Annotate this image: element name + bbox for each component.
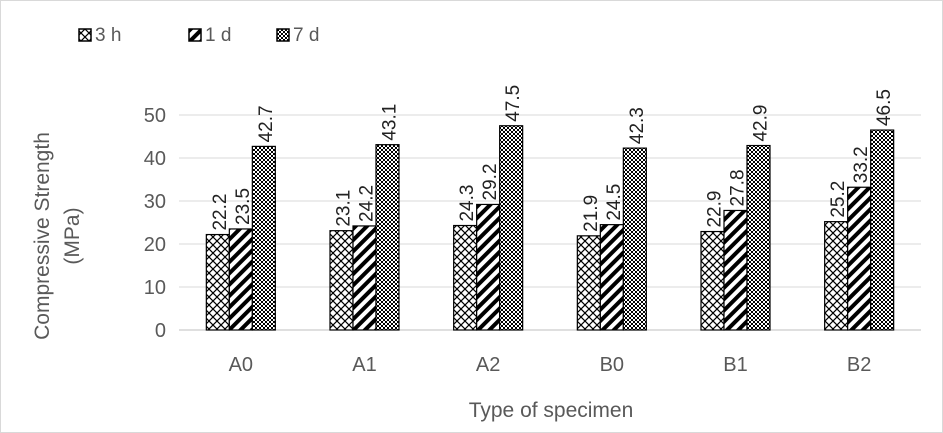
x-tick-B2: B2 <box>847 354 871 376</box>
data-label-B1-3h: 22.9 <box>705 191 726 228</box>
data-label-A1-3h: 23.1 <box>334 190 355 227</box>
legend-swatch-3h <box>78 28 92 42</box>
data-labels: 22.2 23.5 42.7 23.1 24.2 43.1 24.329.2 47.5 21.9… <box>210 85 895 232</box>
y-tick-30: 30 <box>144 191 166 213</box>
x-tick-B0: B0 <box>600 354 624 376</box>
data-label-B2-7d: 46.5 <box>874 89 895 126</box>
bar-A2-7d <box>499 125 524 331</box>
data-label-A1-1d: 24.2 <box>357 185 378 222</box>
y-tick-20: 20 <box>144 234 166 256</box>
bar-A0-7d <box>251 145 276 331</box>
data-label-B0-1d: 24.5 <box>604 184 625 221</box>
data-label-A1-7d: 43.1 <box>380 104 401 141</box>
legend-swatch-1d <box>188 28 202 42</box>
y-tick-0: 0 <box>155 320 166 342</box>
data-label-B0-3h: 21.9 <box>581 195 602 232</box>
bar-B2-1d <box>847 186 872 331</box>
x-tick-A1: A1 <box>352 354 376 376</box>
bar-B0-1d <box>599 224 624 331</box>
bar-A0-3h <box>205 233 230 331</box>
gridlines <box>179 114 921 331</box>
y-axis-label-line-2: (MPa) <box>61 207 84 264</box>
bar-A2-3h <box>453 224 478 331</box>
data-label-B2-3h: 25.2 <box>828 181 849 218</box>
legend-label-1d: 1 d <box>205 25 231 46</box>
bar-B1-3h <box>700 230 725 331</box>
y-axis-ticks: 0 10 20 30 40 50 <box>144 105 166 342</box>
bar-B0-3h <box>576 235 601 331</box>
bar-B1-7d <box>746 144 771 331</box>
data-label-A2-3h: 24.3 <box>457 185 478 222</box>
data-label-B1-7d: 42.9 <box>751 105 772 142</box>
legend-label-3h: 3 h <box>95 25 121 46</box>
bar-A2-1d <box>476 203 501 331</box>
x-axis-label: Type of specimen <box>469 399 634 422</box>
data-label-B2-1d: 33.2 <box>851 146 872 183</box>
y-tick-40: 40 <box>144 148 166 170</box>
y-axis-label-line-1: Compressive Strength <box>31 132 54 340</box>
bar-A0-1d <box>228 228 253 331</box>
x-tick-A0: A0 <box>229 354 253 376</box>
x-axis-ticks: A0 A1 A2 B0 B1 B2 <box>229 354 872 376</box>
x-tick-B1: B1 <box>723 354 747 376</box>
data-label-A2-1d: 29.2 <box>480 163 501 200</box>
bars <box>205 125 895 331</box>
data-label-B1-1d: 27.8 <box>728 169 749 206</box>
data-label-A0-3h: 22.2 <box>210 194 231 231</box>
legend-swatch-7d <box>276 28 290 42</box>
legend: 3 h 1 d 7 d <box>78 25 319 46</box>
bar-B2-3h <box>824 221 849 331</box>
data-label-A2-7d: 47.5 <box>503 85 524 122</box>
y-tick-50: 50 <box>144 105 166 127</box>
y-tick-10: 10 <box>144 277 166 299</box>
bar-B2-7d <box>870 129 895 331</box>
data-label-B0-7d: 42.3 <box>627 107 648 144</box>
data-label-A0-1d: 23.5 <box>233 188 254 225</box>
x-tick-A2: A2 <box>476 354 500 376</box>
bar-B1-1d <box>723 209 748 331</box>
legend-label-7d: 7 d <box>293 25 319 46</box>
bar-A1-7d <box>375 144 400 331</box>
data-label-A0-7d: 42.7 <box>256 105 277 142</box>
bar-A1-3h <box>329 230 354 331</box>
bar-A1-1d <box>352 225 377 331</box>
bar-B0-7d <box>622 147 647 331</box>
